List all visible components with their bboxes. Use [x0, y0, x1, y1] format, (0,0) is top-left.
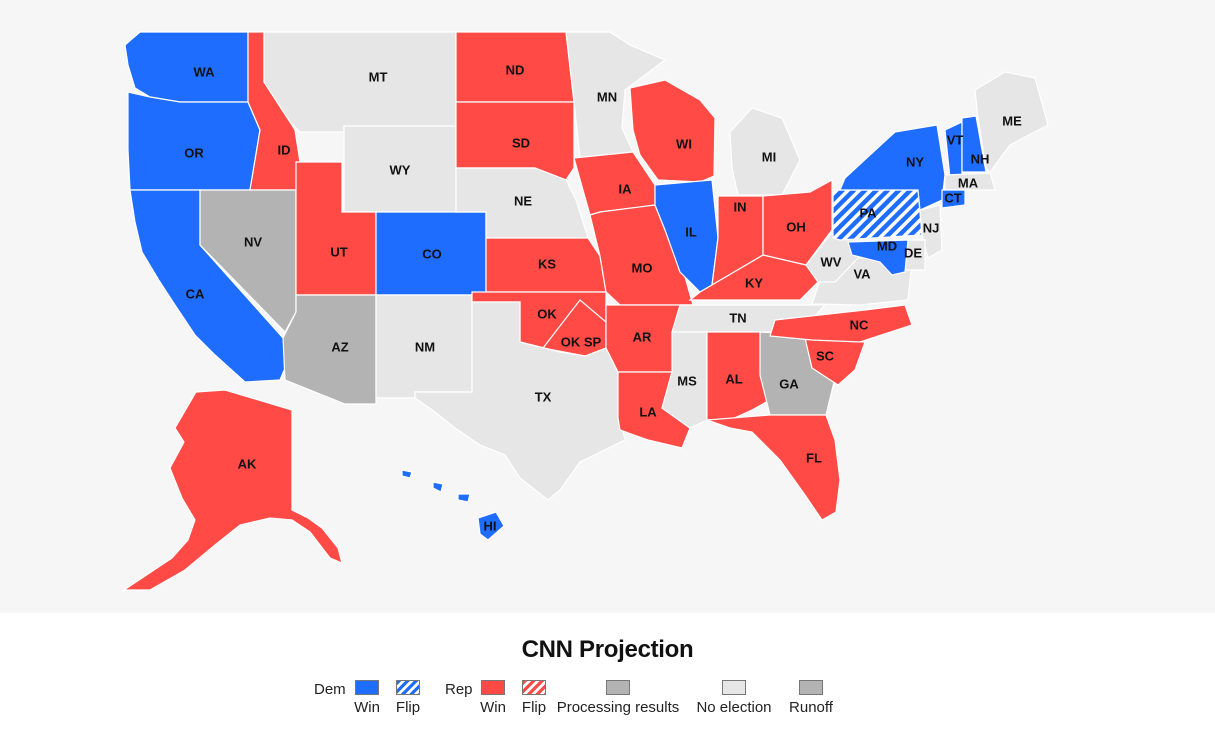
state-wi[interactable] — [629, 79, 716, 183]
legend-swatch-no-election — [722, 680, 746, 695]
legend-item-rep-win: Win — [423, 680, 563, 716]
legend-swatch-dem-win — [355, 680, 379, 695]
state-nc[interactable] — [769, 304, 913, 343]
legend-swatch-dem-flip — [396, 680, 420, 695]
legend-item-no-election: No election — [664, 680, 804, 716]
legend-rep-label: Rep — [445, 681, 473, 698]
state-mi[interactable] — [729, 107, 801, 196]
legend-label-rep-flip: Flip — [521, 699, 547, 716]
state-ct[interactable] — [941, 189, 966, 209]
state-wy[interactable] — [343, 125, 457, 213]
state-or[interactable] — [127, 91, 261, 191]
state-md[interactable] — [847, 239, 909, 276]
state-tx[interactable] — [414, 301, 626, 501]
legend-item-dem-flip: Flip — [338, 680, 478, 716]
state-hi[interactable] — [401, 469, 505, 541]
legend-label-dem-flip: Flip — [395, 699, 421, 716]
state-mn[interactable] — [565, 31, 667, 159]
state-nd[interactable] — [455, 31, 575, 103]
legend-swatch-rep-flip — [522, 680, 546, 695]
legend-title: CNN Projection — [521, 636, 694, 663]
state-co[interactable] — [375, 211, 487, 296]
legend-dem-label: Dem — [314, 681, 346, 698]
state-wa[interactable] — [124, 31, 249, 103]
legend-item-dem-win: Win — [297, 680, 437, 716]
state-ia[interactable] — [573, 151, 656, 216]
map-area: WA OR CA ID NV MT WY UT CO AZ NM ND SD NE KS OK OK SP TX M… — [122, 31, 1049, 591]
legend-swatch-rep-win — [481, 680, 505, 695]
state-fl[interactable] — [706, 414, 841, 521]
state-vt[interactable] — [944, 121, 963, 179]
legend-item-rep-flip: Flip — [464, 680, 604, 716]
state-nh[interactable] — [961, 115, 987, 173]
legend-label-dem-win: Win — [354, 699, 380, 716]
state-nm[interactable] — [375, 294, 473, 399]
legend-label-rep-win: Win — [480, 699, 506, 716]
legend-label-processing: Processing results — [556, 699, 680, 716]
state-ma[interactable] — [944, 172, 996, 191]
state-mt[interactable] — [263, 31, 457, 133]
state-az[interactable] — [282, 294, 377, 405]
state-pa[interactable] — [832, 189, 923, 241]
state-mo[interactable] — [589, 204, 694, 306]
state-ak[interactable] — [122, 389, 343, 591]
legend-label-no-election: No election — [696, 699, 772, 716]
legend-item-runoff: Runoff — [741, 680, 881, 716]
legend-swatch-processing — [606, 680, 630, 695]
legend-swatch-runoff — [799, 680, 823, 695]
state-ca[interactable] — [129, 189, 291, 383]
legend-label-runoff: Runoff — [789, 699, 833, 716]
state-me[interactable] — [974, 71, 1049, 173]
legend-item-processing: Processing results — [548, 680, 688, 716]
state-ks[interactable] — [485, 237, 607, 293]
